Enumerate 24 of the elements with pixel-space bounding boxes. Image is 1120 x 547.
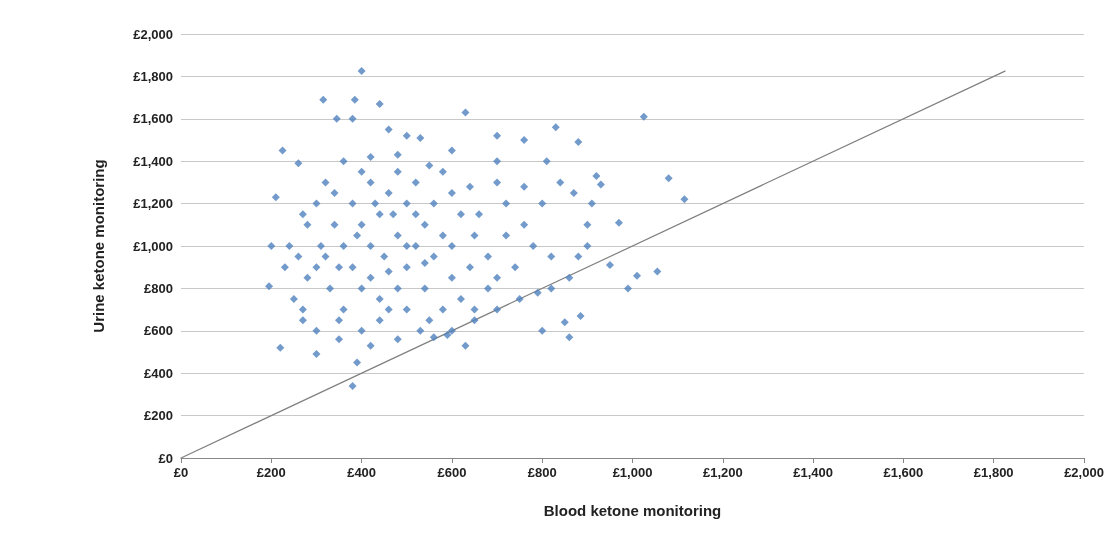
y-tick-label: £1,600 xyxy=(133,111,173,127)
x-tick-label: £400 xyxy=(347,465,377,480)
x-tick-label: £800 xyxy=(527,465,557,480)
y-tick-label: £200 xyxy=(144,408,173,424)
y-tick-label: £0 xyxy=(158,450,173,466)
x-tick-label: £1,400 xyxy=(793,465,833,480)
x-axis-title: Blood ketone monitoring xyxy=(543,502,722,519)
x-tick-label: £2,000 xyxy=(1064,465,1104,480)
y-tick-label: £1,200 xyxy=(133,196,173,212)
x-tick-label: £0 xyxy=(173,465,189,480)
y-tick-label: £1,800 xyxy=(133,68,173,84)
y-tick-label: £1,400 xyxy=(133,153,173,169)
y-tick-label: £1,000 xyxy=(133,238,173,254)
y-tick-label: £2,000 xyxy=(133,26,173,42)
x-tick-label: £1,000 xyxy=(612,465,653,480)
x-tick-label: £1,800 xyxy=(973,465,1014,480)
x-tick-label: £600 xyxy=(437,465,467,480)
x-tick-label: £200 xyxy=(256,465,286,480)
x-tick-label: £1,200 xyxy=(702,465,743,480)
x-tick-label: £1,600 xyxy=(883,465,924,480)
y-tick-label: £400 xyxy=(144,365,173,381)
y-tick-label: £600 xyxy=(144,323,173,339)
y-axis-title: Urine ketone monitoring xyxy=(90,159,107,333)
y-tick-label: £800 xyxy=(144,280,173,296)
